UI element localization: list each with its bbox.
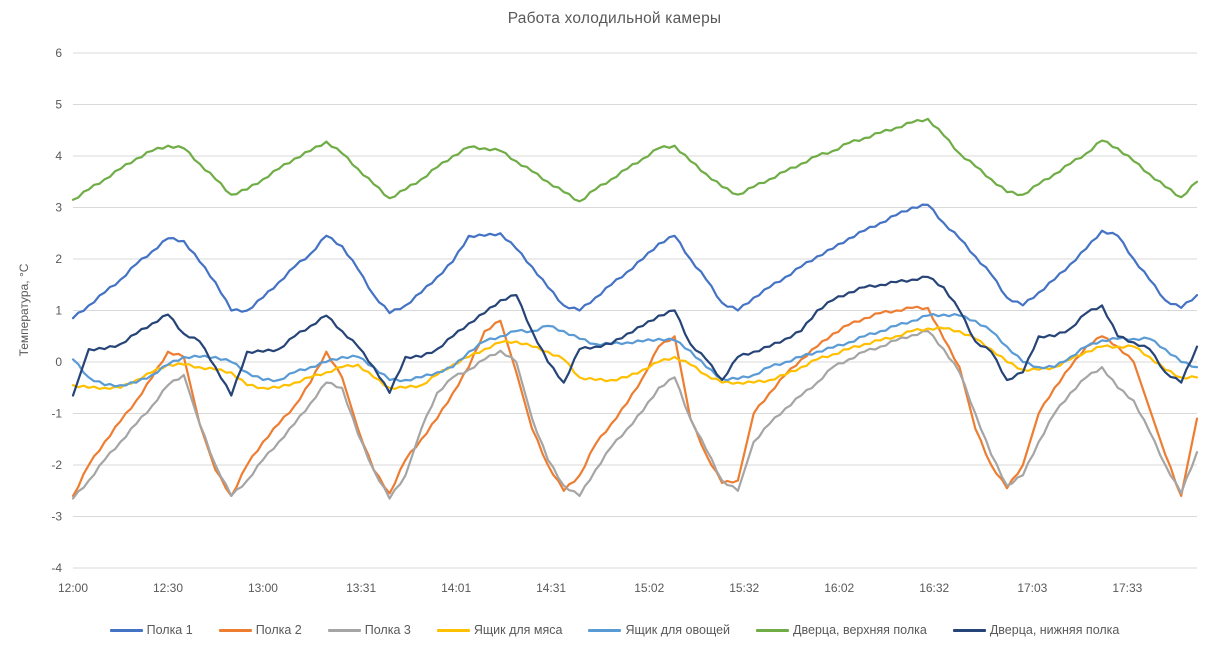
legend-item-3: Ящик для мяса bbox=[436, 623, 563, 637]
x-tick-label: 14:01 bbox=[441, 581, 471, 595]
y-tick-label: -1 bbox=[51, 407, 62, 421]
legend-line-swatch bbox=[436, 628, 470, 632]
legend-label: Полка 2 bbox=[255, 623, 302, 637]
legend-line-swatch bbox=[109, 628, 143, 632]
series-line-1 bbox=[71, 305, 1199, 497]
legend-item-6: Дверца, нижняя полка bbox=[952, 623, 1120, 637]
legend-item-4: Ящик для овощей bbox=[588, 623, 730, 637]
chart-title: Работа холодильной камеры bbox=[507, 10, 722, 27]
legend-line-swatch bbox=[588, 628, 622, 632]
y-tick-label: 6 bbox=[55, 46, 62, 60]
y-tick-label: -3 bbox=[51, 510, 62, 524]
legend-line-swatch bbox=[327, 628, 361, 632]
legend-item-0: Полка 1 bbox=[109, 623, 193, 637]
y-tick-label: 0 bbox=[55, 355, 62, 369]
legend-item-5: Дверца, верхняя полка bbox=[756, 623, 927, 637]
legend-label: Ящик для овощей bbox=[625, 623, 731, 637]
x-tick-label: 12:30 bbox=[153, 581, 183, 595]
x-tick-label: 16:32 bbox=[919, 581, 949, 595]
legend-label: Ящик для мяса bbox=[473, 623, 563, 637]
x-tick-label: 15:32 bbox=[729, 581, 759, 595]
series-line-6 bbox=[71, 275, 1199, 397]
series-line-4 bbox=[71, 313, 1199, 388]
series-line-2 bbox=[71, 330, 1199, 500]
y-tick-label: -4 bbox=[51, 561, 62, 575]
legend: Полка 1 Полка 2 Полка 3 Ящик для мяса Ящик д… bbox=[0, 617, 1229, 643]
legend-item-1: Полка 2 bbox=[218, 623, 302, 637]
x-tick-label: 12:00 bbox=[58, 581, 88, 595]
legend-label: Дверца, нижняя полка bbox=[989, 623, 1120, 637]
legend-line-swatch bbox=[756, 628, 790, 632]
y-tick-label: 4 bbox=[55, 149, 62, 163]
y-tick-label: 2 bbox=[55, 252, 62, 266]
x-tick-label: 16:02 bbox=[824, 581, 854, 595]
y-tick-label: 1 bbox=[55, 304, 62, 318]
x-tick-label: 13:31 bbox=[346, 581, 376, 595]
x-tick-label: 17:03 bbox=[1017, 581, 1047, 595]
x-tick-label: 15:02 bbox=[634, 581, 664, 595]
legend-line-swatch bbox=[218, 628, 252, 632]
legend-label: Полка 1 bbox=[146, 623, 193, 637]
legend-line-swatch bbox=[952, 628, 986, 632]
y-tick-label: 5 bbox=[55, 98, 62, 112]
legend-item-2: Полка 3 bbox=[327, 623, 411, 637]
y-tick-label: 3 bbox=[55, 201, 62, 215]
y-tick-label: -2 bbox=[51, 458, 62, 472]
series-line-5 bbox=[71, 117, 1199, 203]
x-tick-label: 17:33 bbox=[1112, 581, 1142, 595]
legend-label: Дверца, верхняя полка bbox=[793, 623, 927, 637]
x-tick-label: 14:31 bbox=[536, 581, 566, 595]
series-line-3 bbox=[71, 326, 1199, 390]
series-line-0 bbox=[71, 203, 1199, 320]
x-tick-label: 13:00 bbox=[248, 581, 278, 595]
legend-label: Полка 3 bbox=[364, 623, 411, 637]
